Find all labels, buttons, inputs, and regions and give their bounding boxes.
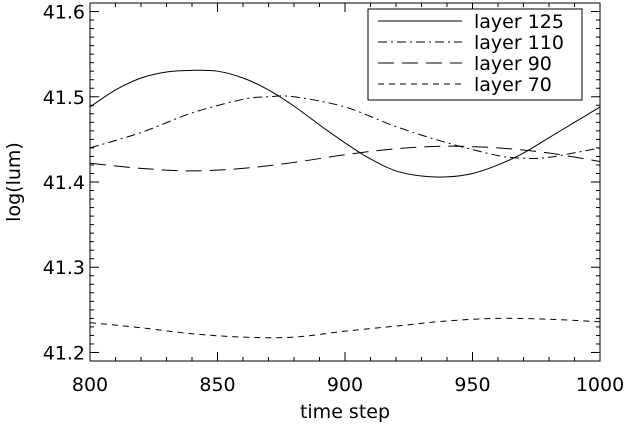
series-line-3 bbox=[89, 145, 601, 172]
y-axis-label: log(lum) bbox=[3, 142, 25, 222]
series-layer bbox=[89, 69, 601, 339]
x-tick-label: 850 bbox=[199, 374, 235, 396]
legend-box bbox=[367, 8, 583, 101]
x-tick-label: 800 bbox=[72, 374, 108, 396]
series-line-4 bbox=[89, 317, 601, 339]
y-tick-label: 41.3 bbox=[43, 257, 85, 279]
ticks-layer: 800 850 900 950 1000 41.2 41.3 41.4 41.5 41.6 bbox=[43, 2, 624, 396]
series-line-2 bbox=[89, 95, 601, 159]
legend-label-3: layer 90 bbox=[474, 53, 552, 75]
x-tick-label: 1000 bbox=[576, 374, 624, 396]
x-tick-label: 950 bbox=[454, 374, 490, 396]
legend-label-1: layer 125 bbox=[474, 11, 564, 33]
y-tick-label: 41.6 bbox=[43, 2, 85, 24]
legend-label-4: layer 70 bbox=[474, 74, 552, 96]
series-line-1 bbox=[89, 69, 601, 178]
y-tick-label: 41.2 bbox=[43, 342, 85, 364]
y-tick-label: 41.4 bbox=[43, 172, 85, 194]
y-tick-label: 41.5 bbox=[43, 87, 85, 109]
legend-label-2: layer 110 bbox=[474, 32, 564, 54]
x-tick-label: 900 bbox=[327, 374, 363, 396]
x-axis-label: time step bbox=[300, 401, 390, 423]
